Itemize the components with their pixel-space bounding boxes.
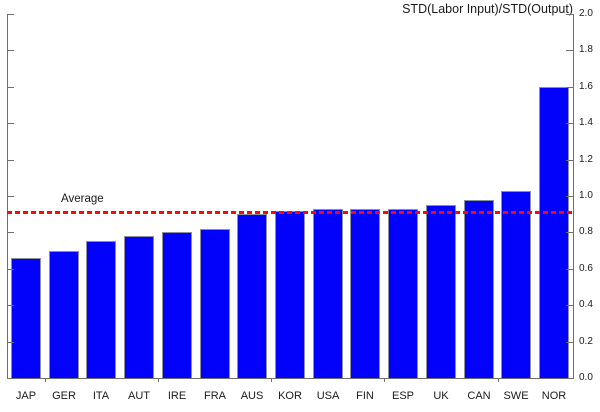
y-tick-right bbox=[566, 342, 573, 343]
bar-can bbox=[464, 200, 494, 378]
y-tick-label: 1.6 bbox=[579, 81, 593, 92]
x-axis-label-ger: GER bbox=[52, 390, 76, 402]
y-tick-right bbox=[566, 50, 573, 51]
y-tick-left bbox=[7, 196, 14, 197]
bar-kor bbox=[275, 211, 305, 378]
x-axis-label-uk: UK bbox=[433, 390, 449, 402]
chart-title: STD(Labor Input)/STD(Output) bbox=[402, 2, 573, 16]
y-tick-label: 1.4 bbox=[579, 117, 593, 128]
y-tick-label: 0.2 bbox=[579, 336, 593, 347]
x-axis-label-fin: FIN bbox=[356, 390, 374, 402]
bar-aut bbox=[124, 236, 154, 378]
y-tick-label: 1.2 bbox=[579, 154, 593, 165]
x-axis-label-aut: AUT bbox=[128, 390, 150, 402]
x-tick bbox=[384, 378, 385, 382]
x-tick bbox=[158, 378, 159, 382]
bar-ita bbox=[86, 241, 116, 378]
y-tick-label: 0.4 bbox=[579, 299, 593, 310]
bar-nor bbox=[539, 87, 569, 378]
bar-ger bbox=[49, 251, 79, 378]
x-tick bbox=[498, 378, 499, 382]
bar-esp bbox=[388, 209, 418, 378]
y-tick-left bbox=[7, 87, 14, 88]
y-tick-left bbox=[7, 342, 14, 343]
x-tick bbox=[45, 378, 46, 382]
bar-ire bbox=[162, 232, 192, 378]
y-tick-right bbox=[566, 232, 573, 233]
bar-aus bbox=[237, 214, 267, 378]
bar-jap bbox=[11, 258, 41, 378]
bar-uk bbox=[426, 205, 456, 378]
y-tick-label: 0.6 bbox=[579, 263, 593, 274]
x-axis-label-jap: JAP bbox=[15, 390, 37, 402]
y-tick-label: 2.0 bbox=[579, 8, 593, 19]
y-tick-label: 1.8 bbox=[579, 44, 593, 55]
y-tick-left bbox=[7, 123, 14, 124]
bar-fin bbox=[350, 209, 380, 378]
bar-fra bbox=[200, 229, 230, 378]
y-tick-right bbox=[566, 269, 573, 270]
y-tick-right bbox=[566, 123, 573, 124]
bar-usa bbox=[313, 209, 343, 378]
y-axis-right bbox=[573, 14, 574, 378]
y-tick-left bbox=[7, 378, 14, 379]
x-axis-label-fra: FRA bbox=[204, 390, 226, 402]
y-tick-right bbox=[566, 305, 573, 306]
y-tick-label: 0.0 bbox=[579, 372, 593, 383]
x-axis-label-kor: KOR bbox=[278, 390, 302, 402]
x-axis-label-can: CAN bbox=[467, 390, 491, 402]
y-tick-right bbox=[566, 196, 573, 197]
bar-swe bbox=[501, 191, 531, 378]
y-tick-left bbox=[7, 50, 14, 51]
y-tick-left bbox=[7, 160, 14, 161]
x-axis-label-usa: USA bbox=[316, 390, 340, 402]
x-axis-label-swe: SWE bbox=[503, 390, 529, 402]
y-tick-label: 1.0 bbox=[579, 190, 593, 201]
y-tick-left bbox=[7, 269, 14, 270]
y-tick-right bbox=[566, 87, 573, 88]
y-tick-left bbox=[7, 14, 14, 15]
average-line bbox=[7, 211, 573, 214]
y-tick-right bbox=[566, 14, 573, 15]
x-tick bbox=[271, 378, 272, 382]
y-tick-left bbox=[7, 232, 14, 233]
x-axis bbox=[7, 378, 574, 379]
x-axis-label-aus: AUS bbox=[240, 390, 264, 402]
x-axis-label-ita: ITA bbox=[92, 390, 110, 402]
y-tick-label: 0.8 bbox=[579, 226, 593, 237]
y-tick-right bbox=[566, 378, 573, 379]
x-axis-label-ire: IRE bbox=[167, 390, 187, 402]
y-tick-right bbox=[566, 160, 573, 161]
average-label: Average bbox=[61, 193, 104, 205]
x-axis-label-esp: ESP bbox=[391, 390, 414, 402]
x-axis-label-nor: NOR bbox=[541, 390, 567, 402]
y-tick-left bbox=[7, 305, 14, 306]
